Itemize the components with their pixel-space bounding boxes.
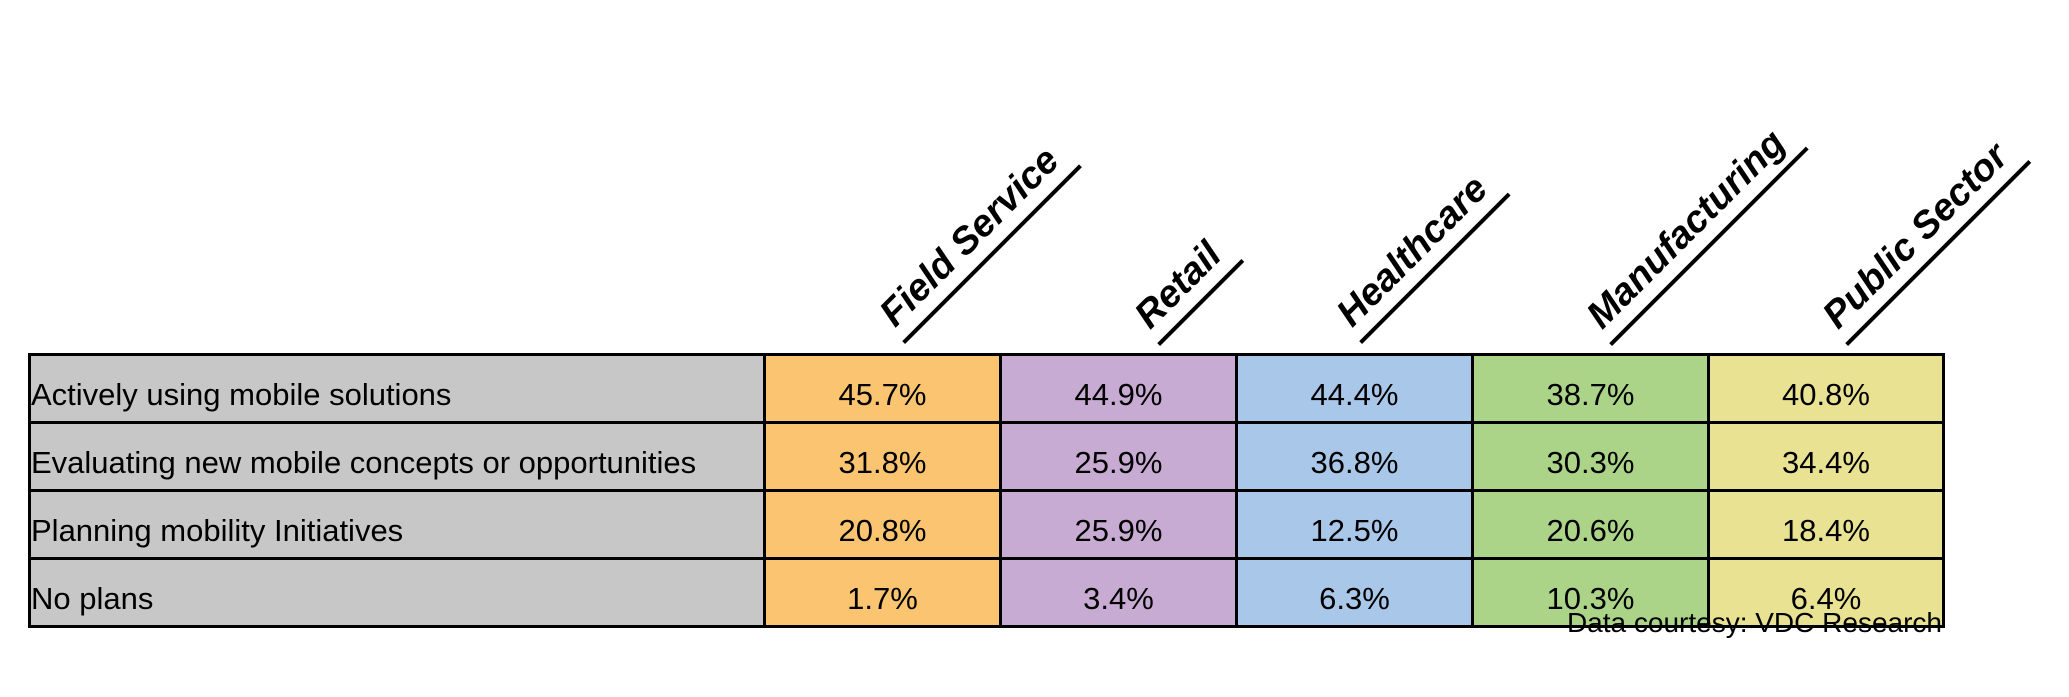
column-header-public-sector: Public Sector [1813,128,2032,346]
table-row: Planning mobility Initiatives 20.8% 25.9… [28,489,1945,560]
value-cell: 10.3% [1471,557,1710,628]
value-cell: 12.5% [1235,489,1474,560]
column-header-field-service: Field Service [870,132,1083,344]
value-cell: 18.4% [1707,489,1945,560]
value-cell: 25.9% [999,489,1238,560]
value-cell: 6.4% [1707,557,1945,628]
row-label: No plans [28,557,766,628]
value-cell: 44.4% [1235,353,1474,424]
value-cell: 44.9% [999,353,1238,424]
column-header-retail: Retail [1125,226,1245,346]
value-cell: 38.7% [1471,353,1710,424]
table-row: Actively using mobile solutions 45.7% 44… [28,353,1945,424]
value-cell: 1.7% [763,557,1002,628]
table-row: Evaluating new mobile concepts or opport… [28,421,1945,492]
value-cell: 20.8% [763,489,1002,560]
row-label: Actively using mobile solutions [28,353,766,424]
mobility-adoption-table: Actively using mobile solutions 45.7% 44… [28,353,1945,628]
value-cell: 31.8% [763,421,1002,492]
value-cell: 45.7% [763,353,1002,424]
column-header-healthcare: Healthcare [1327,160,1511,344]
row-label: Planning mobility Initiatives [28,489,766,560]
value-cell: 3.4% [999,557,1238,628]
data-source-caption: Data courtesy: VDC Research [1566,607,1942,638]
column-header-manufacturing: Manufacturing [1577,115,1809,346]
value-cell: 20.6% [1471,489,1710,560]
value-cell: 36.8% [1235,421,1474,492]
table-row: No plans 1.7% 3.4% 6.3% 10.3% 6.4% [28,557,1945,628]
row-label: Evaluating new mobile concepts or opport… [28,421,766,492]
value-cell: 25.9% [999,421,1238,492]
value-cell: 34.4% [1707,421,1945,492]
value-cell: 6.3% [1235,557,1474,628]
value-cell: 30.3% [1471,421,1710,492]
value-cell: 40.8% [1707,353,1945,424]
